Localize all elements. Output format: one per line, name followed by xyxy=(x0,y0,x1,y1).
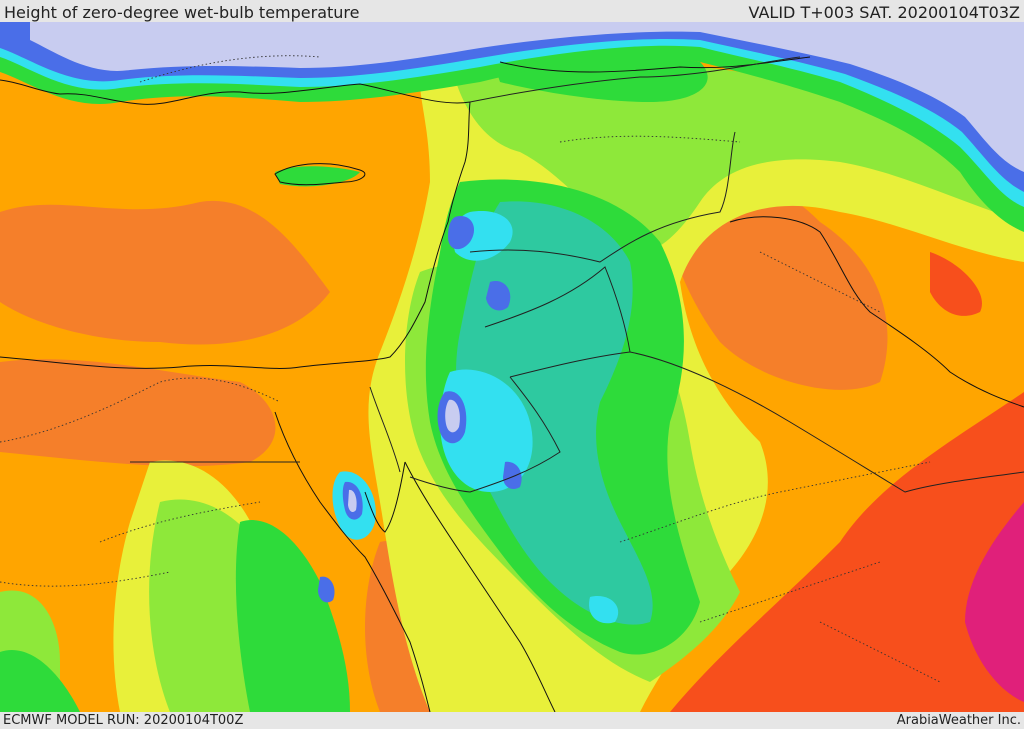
coast-gulf xyxy=(729,216,1024,408)
border-syria-iraq xyxy=(469,131,736,263)
coast-mediterranean-east xyxy=(0,101,471,369)
field-cyan-jordan xyxy=(440,369,533,492)
coast-turkey-inland xyxy=(499,56,811,73)
field-red-southeast xyxy=(670,392,1024,712)
coast-sinai xyxy=(364,461,406,533)
field-blue-lebanon xyxy=(448,216,475,250)
border-jordan-saudi xyxy=(509,351,631,378)
valid-time: VALID T+003 SAT. 20200104T03Z xyxy=(748,3,1020,22)
field-magenta-southeast xyxy=(965,502,1024,702)
admin-boundaries xyxy=(0,55,941,683)
field-green-sudan xyxy=(235,520,350,712)
coast-cyprus xyxy=(274,163,366,186)
field-blue-redsea-west xyxy=(318,576,335,603)
field-darkorange-egypt xyxy=(0,359,276,467)
field-lavender-jordan xyxy=(445,399,460,433)
coastlines xyxy=(0,56,1024,712)
field-lavender-sinai xyxy=(348,489,357,513)
weather-map[interactable] xyxy=(0,22,1024,712)
admin-turkey-1 xyxy=(139,55,321,83)
border-jordan-north xyxy=(484,266,631,353)
coast-redsea-east xyxy=(404,461,556,712)
border-saudi-iraq xyxy=(629,351,1024,493)
borders xyxy=(130,56,1024,493)
admin-sudan-1 xyxy=(0,571,171,587)
field-blue-syria xyxy=(486,281,511,311)
model-run-label: ECMWF MODEL RUN: 20200104T00Z xyxy=(3,713,244,728)
border-jordan-south xyxy=(409,376,561,493)
coast-redsea-west xyxy=(274,411,431,712)
field-lavender-north xyxy=(30,22,1024,172)
field-red-gulf xyxy=(930,252,982,316)
credit-label: ArabiaWeather Inc. xyxy=(896,713,1021,728)
field-green-cyprus xyxy=(275,166,360,187)
coast-turkey-south xyxy=(0,79,471,105)
admin-egypt-1 xyxy=(0,377,281,443)
border-turkey-syria xyxy=(469,56,801,103)
field-cyan-hejaz xyxy=(589,596,619,624)
footer-bar: ECMWF MODEL RUN: 20200104T00Z ArabiaWeat… xyxy=(0,712,1024,729)
header-bar: Height of zero-degree wet-bulb temperatu… xyxy=(0,0,1024,22)
map-canvas xyxy=(0,22,1024,712)
field-green-southwest xyxy=(0,650,80,712)
border-egypt-israel xyxy=(369,386,401,473)
admin-egypt-2 xyxy=(99,501,261,543)
map-title: Height of zero-degree wet-bulb temperatu… xyxy=(4,3,360,22)
field-darkorange-west xyxy=(0,200,330,345)
field-blue-jordan-south xyxy=(503,461,522,489)
